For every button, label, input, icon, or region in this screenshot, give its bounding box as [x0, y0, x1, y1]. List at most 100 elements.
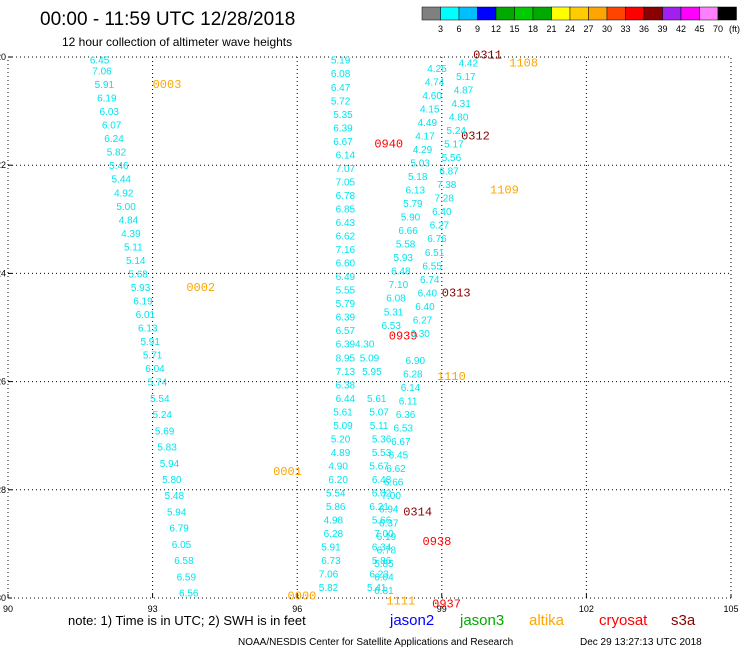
- swh-label: 5.86: [372, 556, 392, 567]
- time-label: 1111: [386, 595, 415, 609]
- swh-label: 6.59: [177, 572, 197, 583]
- swh-label: 6.03: [99, 107, 119, 118]
- swh-label: 5.09: [360, 353, 380, 364]
- swh-label: 6.67: [333, 137, 353, 148]
- swh-label: 6.04: [374, 572, 394, 583]
- y-tick-label: -20: [0, 52, 6, 62]
- time-label: 1110: [437, 370, 466, 384]
- swh-label: 6.56: [179, 589, 199, 600]
- colorbar-tick-label: 12: [491, 24, 501, 34]
- swh-label: 4.92: [114, 188, 134, 199]
- swh-label: 5.72: [331, 96, 351, 107]
- swh-label: 4.15: [420, 104, 440, 115]
- swh-label: 5.90: [401, 213, 421, 224]
- colorbar-swatch: [643, 6, 663, 21]
- time-label: 0938: [423, 535, 452, 549]
- swh-label: 6.20: [328, 475, 348, 486]
- swh-label: 5.83: [157, 443, 177, 454]
- grid: [8, 57, 731, 598]
- swh-label: 5.71: [143, 351, 163, 362]
- legend-entry: s3a: [671, 612, 696, 629]
- colorbar-swatch: [625, 6, 645, 21]
- swh-label: 6.44: [336, 394, 356, 405]
- time-label: 0939: [389, 330, 418, 344]
- swh-label: 5.91: [95, 80, 115, 91]
- time-label: 0001: [273, 465, 302, 479]
- chart-title: 00:00 - 11:59 UTC 12/28/2018: [40, 9, 295, 30]
- swh-label: 6.07: [102, 121, 122, 132]
- x-tick-label: 102: [579, 604, 594, 614]
- swh-label: 7.07: [336, 164, 356, 175]
- swh-label: 6.04: [145, 364, 165, 375]
- time-label: 0314: [403, 505, 432, 519]
- time-label: 0002: [186, 281, 215, 295]
- swh-label: 6.28: [403, 369, 423, 380]
- swh-label: 5.93: [394, 253, 414, 264]
- swh-label: 5.24: [153, 410, 173, 421]
- colorbar-tick-label: 39: [657, 24, 667, 34]
- swh-label: 6.39: [333, 123, 353, 134]
- swh-label: 5.79: [403, 199, 423, 210]
- swh-label: 6.48: [372, 475, 392, 486]
- swh-label: 5.61: [333, 407, 353, 418]
- swh-label: 5.67: [369, 461, 389, 472]
- swh-label: 6.57: [336, 326, 356, 337]
- swh-label: 6.66: [384, 478, 404, 489]
- x-tick-label: 93: [148, 604, 158, 614]
- swh-label: 6.27: [430, 221, 450, 232]
- x-tick-label: 90: [3, 604, 13, 614]
- swh-label: 5.93: [131, 283, 151, 294]
- time-label: 0311: [473, 48, 502, 62]
- swh-label: 6.39: [336, 340, 356, 351]
- swh-label: 6.14: [336, 150, 356, 161]
- swh-label: 6.74: [420, 275, 440, 286]
- swh-label: 6.19: [97, 94, 117, 105]
- swh-label: 6.13: [138, 324, 158, 335]
- swh-label: 6.24: [104, 134, 124, 145]
- swh-label: 5.07: [369, 407, 389, 418]
- time-label: 1108: [509, 56, 538, 70]
- colorbar-swatch: [421, 6, 441, 21]
- legend-entry: altika: [529, 612, 565, 629]
- swh-label: 6.78: [336, 191, 356, 202]
- y-tick-label: -28: [0, 485, 6, 495]
- swh-label: 5.00: [116, 202, 136, 213]
- swh-label: 6.38: [336, 380, 356, 391]
- swh-label: 6.49: [336, 272, 356, 283]
- swh-label: 7.06: [319, 570, 339, 581]
- x-tick-label: 96: [292, 604, 302, 614]
- swh-label: 5.53: [372, 448, 392, 459]
- legend: jason2 jason3 altika cryosat s3a: [389, 612, 696, 629]
- colorbar-tick-label: 33: [620, 24, 630, 34]
- y-tick-label: -26: [0, 377, 6, 387]
- colorbar-tick-label: 3: [438, 24, 443, 34]
- colorbar-swatch: [477, 6, 497, 21]
- swh-label: 5.58: [396, 240, 416, 251]
- swh-label: 6.05: [172, 540, 192, 551]
- colorbar-swatch: [717, 6, 737, 21]
- swh-label: 6.02: [372, 489, 392, 500]
- colorbar-tick-label: 21: [546, 24, 556, 34]
- colorbar-tick-label: 30: [602, 24, 612, 34]
- swh-label: 4.42: [459, 58, 479, 69]
- swh-label: 4.17: [415, 131, 435, 142]
- swh-label: 6.47: [331, 83, 351, 94]
- swh-label: 5.69: [155, 426, 175, 437]
- time-label: 0940: [374, 138, 403, 152]
- swh-label: 6.60: [336, 259, 356, 270]
- swh-label: 5.14: [126, 256, 146, 267]
- swh-label: 5.79: [336, 299, 356, 310]
- swh-label: 5.82: [107, 148, 127, 159]
- y-tick-label: -30: [0, 593, 6, 603]
- colorbar: 3 6 9 12 15 18 21 24 27 30 33 36 39 42 45 70 (ft): [421, 6, 740, 34]
- swh-label: 6.45: [389, 451, 409, 462]
- colorbar-tick-label: 70: [713, 24, 723, 34]
- swh-label: 6.13: [406, 186, 426, 197]
- swh-label: 4.84: [119, 215, 139, 226]
- time-label: 0312: [461, 129, 490, 143]
- time-label: 0000: [288, 589, 317, 603]
- colorbar-swatch: [662, 6, 682, 21]
- swh-label: 7.05: [336, 177, 356, 188]
- swh-label: 4.30: [355, 340, 375, 351]
